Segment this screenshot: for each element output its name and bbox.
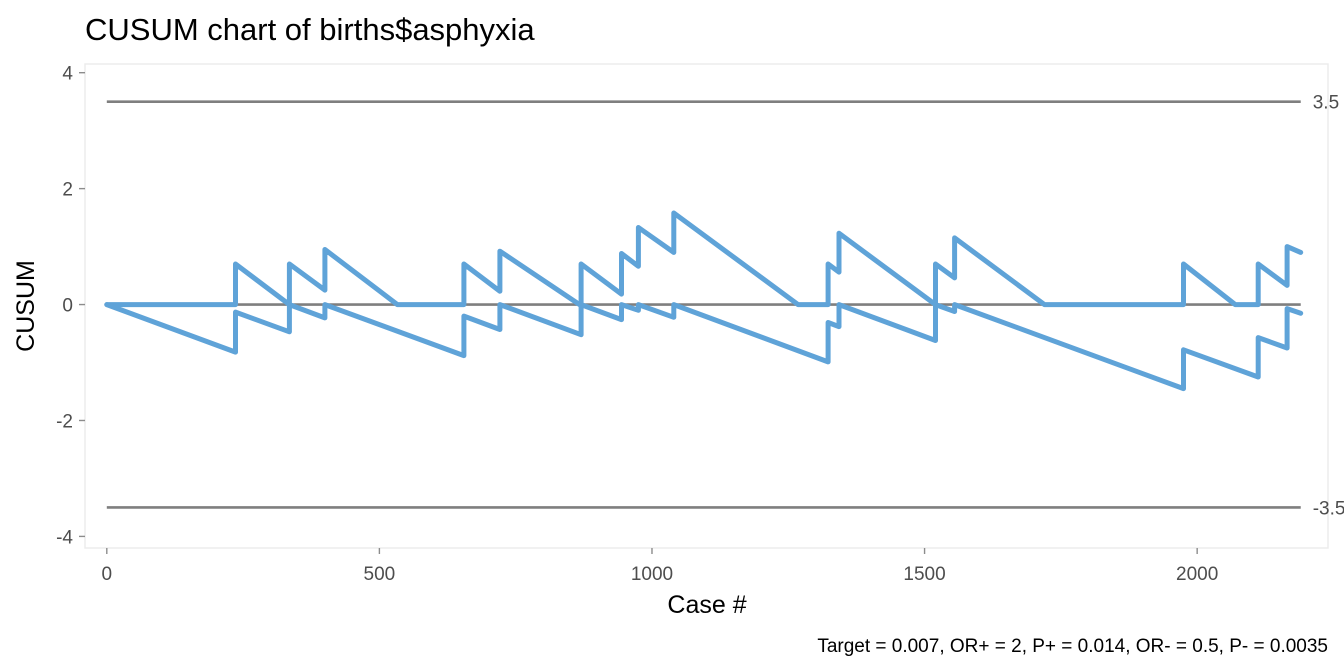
chart-title: CUSUM chart of births$asphyxia: [85, 12, 535, 47]
x-tick-label: 500: [364, 564, 396, 585]
series-line-0: [104, 210, 1304, 308]
x-tick-label: 1000: [631, 564, 673, 585]
y-tick-label: 0: [62, 296, 73, 317]
reference-label-0: 3.5: [1313, 93, 1339, 114]
chart-caption: Target = 0.007, OR+ = 2, P+ = 0.014, OR-…: [817, 636, 1328, 657]
y-tick-label: 4: [62, 64, 73, 85]
y-tick-label: 2: [62, 180, 73, 201]
reference-labels: 3.5 -3.5: [1313, 93, 1344, 520]
x-tick-label: 1500: [903, 564, 945, 585]
y-tick-label: -4: [56, 527, 73, 548]
x-axis-title: Case #: [667, 591, 746, 619]
reference-label-2: -3.5: [1313, 498, 1344, 519]
y-axis: -4 -2 0 2 4: [56, 64, 85, 548]
x-tick-label: 0: [102, 564, 113, 585]
series-layer: [104, 210, 1304, 392]
y-axis-title: CUSUM: [12, 260, 40, 352]
y-tick-label: -2: [56, 411, 73, 432]
series-line-1: [104, 302, 1304, 392]
plot-panel: [84, 63, 1329, 549]
x-tick-label: 2000: [1176, 564, 1218, 585]
x-axis: 0 500 1000 1500 2000: [102, 548, 1218, 585]
